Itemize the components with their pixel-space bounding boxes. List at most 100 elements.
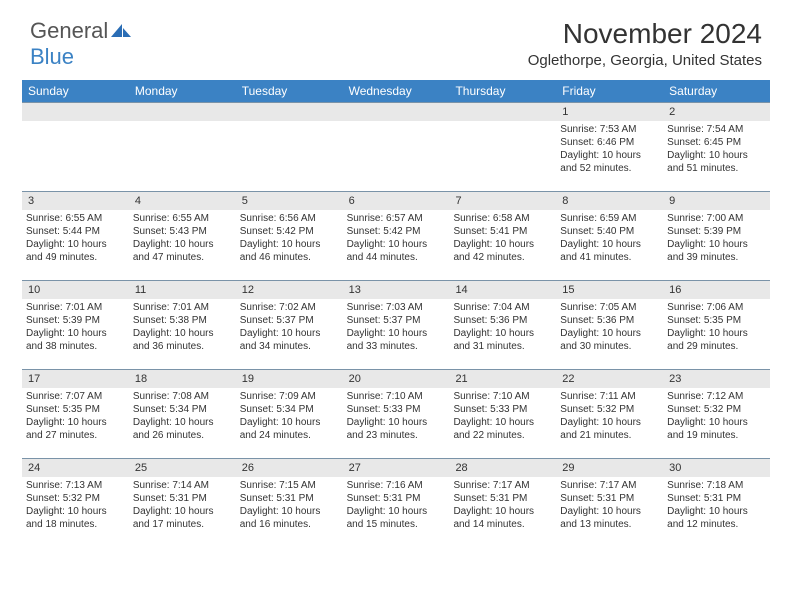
sunset-text: Sunset: 5:32 PM xyxy=(26,492,125,505)
day-number: 2 xyxy=(663,103,770,121)
sunset-text: Sunset: 5:36 PM xyxy=(560,314,659,327)
month-title: November 2024 xyxy=(528,18,762,50)
day-number: 13 xyxy=(343,281,450,299)
day-body xyxy=(343,121,450,127)
day-body: Sunrise: 7:53 AMSunset: 6:46 PMDaylight:… xyxy=(556,121,663,179)
day-number: 9 xyxy=(663,192,770,210)
daylight-text: Daylight: 10 hours and 31 minutes. xyxy=(453,327,552,353)
day-number: 1 xyxy=(556,103,663,121)
day-cell: 13 Sunrise: 7:03 AMSunset: 5:37 PMDayligh… xyxy=(343,281,450,369)
day-body: Sunrise: 6:59 AMSunset: 5:40 PMDaylight:… xyxy=(556,210,663,268)
day-body: Sunrise: 6:55 AMSunset: 5:44 PMDaylight:… xyxy=(22,210,129,268)
sunrise-text: Sunrise: 7:10 AM xyxy=(453,390,552,403)
day-number: 19 xyxy=(236,370,343,388)
day-number: 18 xyxy=(129,370,236,388)
sunset-text: Sunset: 5:41 PM xyxy=(453,225,552,238)
daylight-text: Daylight: 10 hours and 42 minutes. xyxy=(453,238,552,264)
page-header: General Blue November 2024 Oglethorpe, G… xyxy=(0,0,792,74)
day-number: 11 xyxy=(129,281,236,299)
day-number: 26 xyxy=(236,459,343,477)
daylight-text: Daylight: 10 hours and 16 minutes. xyxy=(240,505,339,531)
day-body: Sunrise: 7:17 AMSunset: 5:31 PMDaylight:… xyxy=(449,477,556,535)
day-cell: 25Sunrise: 7:14 AMSunset: 5:31 PMDayligh… xyxy=(129,459,236,547)
sunset-text: Sunset: 5:37 PM xyxy=(347,314,446,327)
sunrise-text: Sunrise: 7:54 AM xyxy=(667,123,766,136)
sunset-text: Sunset: 5:34 PM xyxy=(240,403,339,416)
day-body xyxy=(129,121,236,127)
week-row: 3Sunrise: 6:55 AMSunset: 5:44 PMDaylight… xyxy=(22,191,770,280)
day-body: Sunrise: 7:01 AMSunset: 5:39 PMDaylight:… xyxy=(22,299,129,357)
sunset-text: Sunset: 6:46 PM xyxy=(560,136,659,149)
day-cell: 24Sunrise: 7:13 AMSunset: 5:32 PMDayligh… xyxy=(22,459,129,547)
sunrise-text: Sunrise: 6:59 AM xyxy=(560,212,659,225)
day-cell: 8Sunrise: 6:59 AMSunset: 5:40 PMDaylight… xyxy=(556,192,663,280)
sunset-text: Sunset: 5:35 PM xyxy=(26,403,125,416)
day-cell: 28Sunrise: 7:17 AMSunset: 5:31 PMDayligh… xyxy=(449,459,556,547)
daylight-text: Daylight: 10 hours and 22 minutes. xyxy=(453,416,552,442)
day-body: Sunrise: 7:09 AMSunset: 5:34 PMDaylight:… xyxy=(236,388,343,446)
sunset-text: Sunset: 5:31 PM xyxy=(667,492,766,505)
sunrise-text: Sunrise: 7:02 AM xyxy=(240,301,339,314)
daylight-text: Daylight: 10 hours and 33 minutes. xyxy=(347,327,446,353)
day-cell: 27Sunrise: 7:16 AMSunset: 5:31 PMDayligh… xyxy=(343,459,450,547)
day-cell: 9Sunrise: 7:00 AMSunset: 5:39 PMDaylight… xyxy=(663,192,770,280)
daylight-text: Daylight: 10 hours and 46 minutes. xyxy=(240,238,339,264)
day-cell: 15Sunrise: 7:05 AMSunset: 5:36 PMDayligh… xyxy=(556,281,663,369)
day-number: 5 xyxy=(236,192,343,210)
day-cell: 30Sunrise: 7:18 AMSunset: 5:31 PMDayligh… xyxy=(663,459,770,547)
day-body xyxy=(22,121,129,127)
daylight-text: Daylight: 10 hours and 23 minutes. xyxy=(347,416,446,442)
day-cell: 29Sunrise: 7:17 AMSunset: 5:31 PMDayligh… xyxy=(556,459,663,547)
sunset-text: Sunset: 5:31 PM xyxy=(133,492,232,505)
day-header-thu: Thursday xyxy=(449,80,556,102)
day-cell: 12Sunrise: 7:02 AMSunset: 5:37 PMDayligh… xyxy=(236,281,343,369)
day-body: Sunrise: 6:56 AMSunset: 5:42 PMDaylight:… xyxy=(236,210,343,268)
sunset-text: Sunset: 5:44 PM xyxy=(26,225,125,238)
day-cell: 20Sunrise: 7:10 AMSunset: 5:33 PMDayligh… xyxy=(343,370,450,458)
sunrise-text: Sunrise: 7:03 AM xyxy=(347,301,446,314)
day-number xyxy=(449,103,556,121)
day-number: 4 xyxy=(129,192,236,210)
sunrise-text: Sunrise: 6:57 AM xyxy=(347,212,446,225)
day-number: 16 xyxy=(663,281,770,299)
sunrise-text: Sunrise: 7:14 AM xyxy=(133,479,232,492)
day-cell: 19Sunrise: 7:09 AMSunset: 5:34 PMDayligh… xyxy=(236,370,343,458)
daylight-text: Daylight: 10 hours and 18 minutes. xyxy=(26,505,125,531)
sunrise-text: Sunrise: 7:04 AM xyxy=(453,301,552,314)
sunset-text: Sunset: 6:45 PM xyxy=(667,136,766,149)
sunrise-text: Sunrise: 7:16 AM xyxy=(347,479,446,492)
day-body xyxy=(236,121,343,127)
day-body: Sunrise: 7:14 AMSunset: 5:31 PMDaylight:… xyxy=(129,477,236,535)
day-body: Sunrise: 7:16 AMSunset: 5:31 PMDaylight:… xyxy=(343,477,450,535)
sunrise-text: Sunrise: 6:55 AM xyxy=(133,212,232,225)
day-body: Sunrise: 7:05 AMSunset: 5:36 PMDaylight:… xyxy=(556,299,663,357)
day-cell: 6Sunrise: 6:57 AMSunset: 5:42 PMDaylight… xyxy=(343,192,450,280)
sunrise-text: Sunrise: 7:15 AM xyxy=(240,479,339,492)
daylight-text: Daylight: 10 hours and 39 minutes. xyxy=(667,238,766,264)
daylight-text: Daylight: 10 hours and 52 minutes. xyxy=(560,149,659,175)
daylight-text: Daylight: 10 hours and 24 minutes. xyxy=(240,416,339,442)
day-body xyxy=(449,121,556,127)
daylight-text: Daylight: 10 hours and 12 minutes. xyxy=(667,505,766,531)
day-number: 21 xyxy=(449,370,556,388)
daylight-text: Daylight: 10 hours and 13 minutes. xyxy=(560,505,659,531)
day-cell: 18Sunrise: 7:08 AMSunset: 5:34 PMDayligh… xyxy=(129,370,236,458)
day-cell: 10Sunrise: 7:01 AMSunset: 5:39 PMDayligh… xyxy=(22,281,129,369)
day-number: 25 xyxy=(129,459,236,477)
daylight-text: Daylight: 10 hours and 49 minutes. xyxy=(26,238,125,264)
day-cell: 14Sunrise: 7:04 AMSunset: 5:36 PMDayligh… xyxy=(449,281,556,369)
day-number: 28 xyxy=(449,459,556,477)
day-cell: 1Sunrise: 7:53 AMSunset: 6:46 PMDaylight… xyxy=(556,103,663,191)
location: Oglethorpe, Georgia, United States xyxy=(528,52,762,69)
day-body: Sunrise: 7:00 AMSunset: 5:39 PMDaylight:… xyxy=(663,210,770,268)
sunset-text: Sunset: 5:40 PM xyxy=(560,225,659,238)
sunset-text: Sunset: 5:43 PM xyxy=(133,225,232,238)
day-header-row: Sunday Monday Tuesday Wednesday Thursday… xyxy=(22,80,770,102)
day-cell xyxy=(343,103,450,191)
day-cell: 2Sunrise: 7:54 AMSunset: 6:45 PMDaylight… xyxy=(663,103,770,191)
sunrise-text: Sunrise: 7:05 AM xyxy=(560,301,659,314)
sunrise-text: Sunrise: 7:09 AM xyxy=(240,390,339,403)
day-body: Sunrise: 7:13 AMSunset: 5:32 PMDaylight:… xyxy=(22,477,129,535)
daylight-text: Daylight: 10 hours and 19 minutes. xyxy=(667,416,766,442)
sunrise-text: Sunrise: 7:17 AM xyxy=(453,479,552,492)
